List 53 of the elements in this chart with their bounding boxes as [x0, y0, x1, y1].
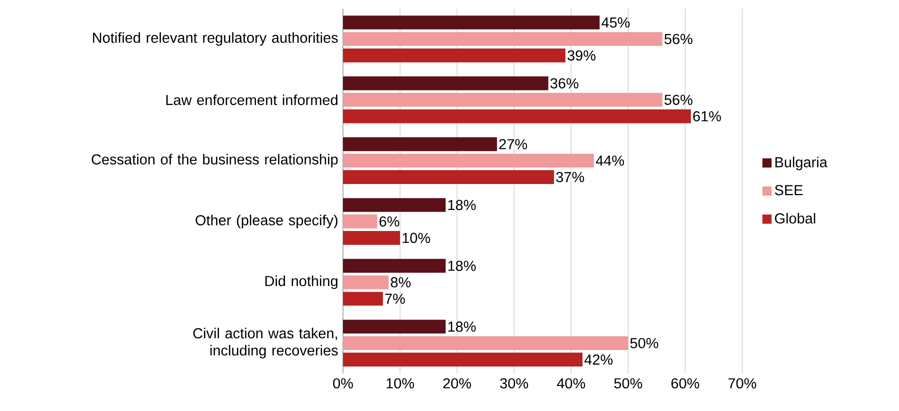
bar — [343, 154, 594, 168]
bar — [343, 275, 389, 290]
data-label: 42% — [584, 354, 613, 365]
data-label: 44% — [596, 156, 624, 166]
x-tick-label: 40% — [556, 378, 586, 388]
x-tick-label: 20% — [443, 378, 472, 388]
legend-label: Global — [774, 212, 816, 224]
bar — [343, 198, 446, 212]
bar — [343, 92, 662, 107]
data-label: 27% — [499, 139, 528, 150]
bar — [343, 76, 548, 90]
bar — [343, 258, 446, 273]
x-tick-label: 50% — [614, 378, 642, 388]
x-tick-label: 60% — [671, 378, 700, 388]
y-tick-label: Notified relevant regulatory authorities — [93, 32, 338, 46]
data-label: 61% — [693, 111, 721, 122]
bar — [343, 320, 446, 334]
data-label: 39% — [568, 50, 596, 61]
data-label: 18% — [448, 260, 476, 271]
data-label: 18% — [448, 200, 476, 210]
legend-label: SEE — [774, 184, 803, 196]
bar — [343, 109, 691, 124]
data-label: 37% — [556, 172, 584, 182]
data-label: 56% — [664, 94, 692, 105]
y-tick-label: Cessation of the business relationship — [92, 154, 338, 168]
bar — [343, 48, 566, 62]
legend-label: Bulgaria — [775, 156, 828, 170]
data-label: 45% — [602, 17, 630, 28]
y-tick-label: Civil action was taken, including recoveries — [193, 328, 338, 358]
bar — [343, 214, 378, 228]
x-tick-label: 70% — [728, 378, 756, 388]
x-tick-label: 10% — [386, 378, 414, 388]
x-tick-label: 0% — [333, 378, 353, 388]
data-label: 8% — [390, 277, 411, 288]
y-tick-label: Did nothing — [265, 276, 338, 289]
bar — [343, 292, 383, 306]
bar — [343, 352, 583, 366]
bar — [343, 16, 600, 30]
bar — [343, 336, 628, 350]
y-tick-label: Law enforcement informed — [166, 94, 338, 106]
data-label: 56% — [664, 34, 692, 44]
bar — [343, 170, 554, 184]
x-tick-label: 30% — [500, 378, 528, 388]
bar — [343, 137, 497, 152]
data-label: 18% — [448, 321, 476, 332]
bar — [343, 230, 400, 245]
data-label: 36% — [550, 78, 578, 88]
data-label: 6% — [380, 216, 400, 227]
y-tick-label: Other (please specify) — [196, 214, 338, 228]
data-label: 10% — [402, 232, 430, 244]
data-label: 7% — [385, 294, 405, 304]
data-label: 50% — [630, 338, 658, 348]
bar — [343, 32, 662, 46]
